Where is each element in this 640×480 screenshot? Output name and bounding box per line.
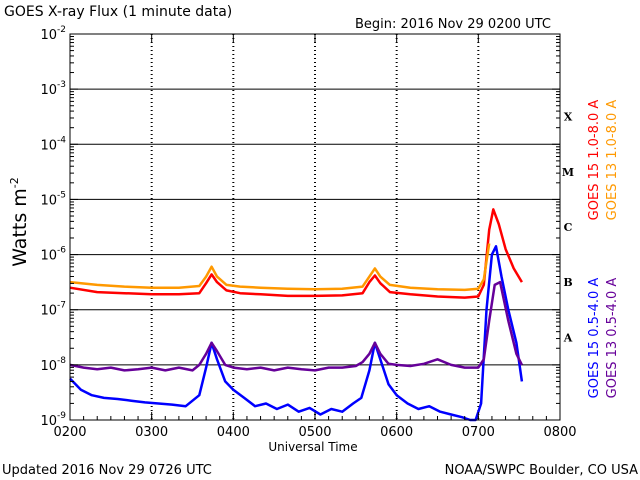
x-tick-label: 0700 — [462, 425, 495, 440]
credit-label: NOAA/SWPC Boulder, CO USA — [445, 463, 638, 478]
flare-class-A: A — [563, 331, 573, 344]
y-tick-label: 10-5 — [40, 190, 66, 208]
series-line-2 — [69, 245, 524, 422]
legend: GOES 15 1.0-8.0 A GOES 13 1.0-8.0 A GOES 1… — [587, 100, 620, 399]
legend-item: GOES 13 1.0-8.0 A — [605, 100, 620, 221]
y-tick-label: 10-3 — [40, 80, 66, 98]
x-tick-label: 0800 — [543, 425, 576, 440]
axis-ticks: 10-9 10-8 10-7 10-6 10-5 10-4 10-3 10-2 0200 0300… — [40, 25, 576, 440]
x-tick-label: 0300 — [135, 425, 168, 440]
series-line-3 — [69, 280, 524, 372]
y-tick-label: 10-6 — [40, 246, 66, 264]
x-tick-label: 0400 — [217, 425, 250, 440]
chart-title: GOES X-ray Flux (1 minute data) — [4, 4, 232, 20]
y-tick-label: 10-4 — [40, 135, 66, 153]
series-line-1 — [69, 243, 491, 292]
y-axis-label-text: Watts m — [9, 188, 31, 267]
grid-lines — [70, 34, 560, 420]
x-tick-label: 0600 — [380, 425, 413, 440]
x-tick-label: 0500 — [298, 425, 331, 440]
x-tick-label: 0200 — [53, 425, 86, 440]
legend-item: GOES 15 1.0-8.0 A — [587, 100, 602, 221]
flare-class-X: X — [564, 111, 573, 124]
series-layer — [69, 208, 524, 422]
y-tick-label: 10-7 — [40, 301, 66, 319]
y-tick-label: 10-8 — [40, 356, 66, 374]
legend-item: GOES 15 0.5-4.0 A — [587, 278, 602, 399]
begin-label: Begin: 2016 Nov 29 0200 UTC — [355, 17, 551, 32]
y-tick-label: 10-9 — [40, 411, 66, 429]
y-axis-label-sup: -2 — [8, 177, 21, 188]
flare-class-M: M — [562, 166, 574, 179]
legend-item: GOES 13 0.5-4.0 A — [605, 278, 620, 399]
y-axis-label: Watts m-2 — [8, 177, 31, 267]
series-line-0 — [69, 208, 523, 299]
x-axis-label: Universal Time — [268, 440, 357, 454]
updated-label: Updated 2016 Nov 29 0726 UTC — [2, 463, 212, 478]
y-tick-label: 10-2 — [40, 25, 66, 43]
flare-class-C: C — [564, 221, 573, 234]
y-axis-label-group: Watts m-2 — [8, 177, 31, 267]
flare-class-B: B — [563, 276, 572, 289]
